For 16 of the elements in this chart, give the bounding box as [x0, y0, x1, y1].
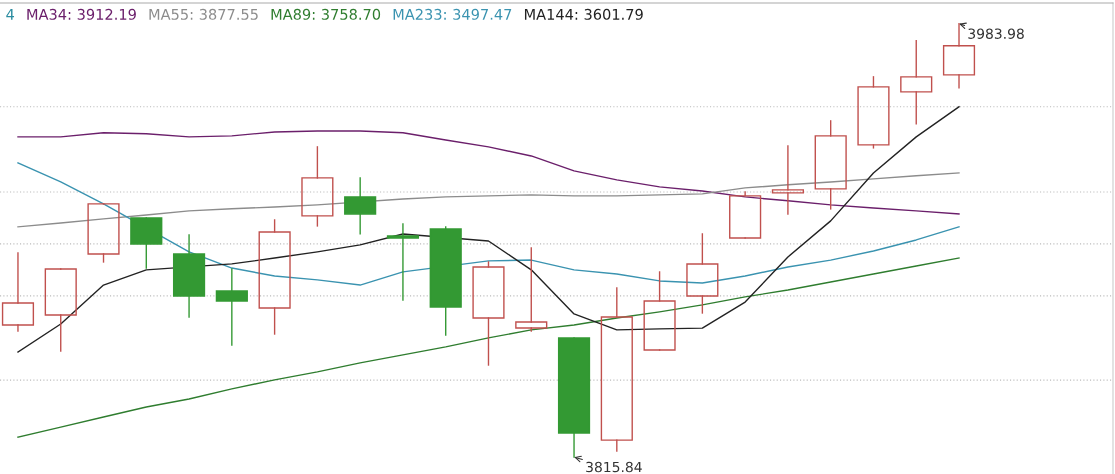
candlestick	[600, 287, 633, 452]
text: MA55: 3877.55	[149, 8, 258, 20]
candlestick	[172, 234, 206, 318]
text: 3815.84	[586, 461, 642, 473]
candlestick	[344, 177, 377, 235]
text: MA34: 3912.19	[27, 8, 136, 20]
annotation: 3983.98	[968, 28, 1024, 39]
text: MA144: 3601.79	[524, 8, 643, 20]
text: 4	[6, 9, 15, 20]
candlestick	[386, 223, 420, 301]
candlestick	[771, 145, 805, 215]
text: MA233: 3497.47	[393, 8, 512, 20]
candlestick	[900, 40, 933, 125]
candlestick	[215, 268, 248, 346]
candlestick	[1, 252, 35, 332]
text: MA89: 3758.70	[271, 8, 381, 20]
